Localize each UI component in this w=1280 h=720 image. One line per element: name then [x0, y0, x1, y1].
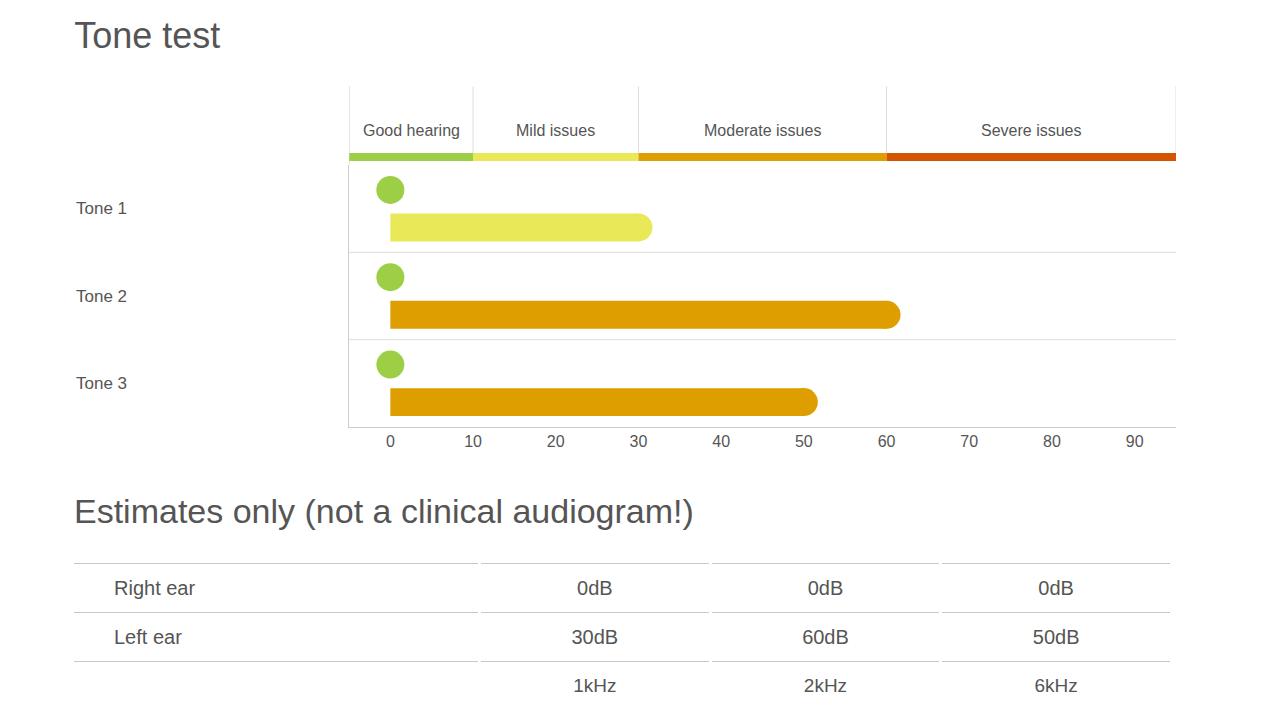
svg-text:60: 60	[878, 433, 896, 450]
html-text:60dB: 60dB	[802, 625, 849, 648]
html-text:Left ear: Left ear	[114, 625, 182, 648]
html-text:Right ear: Right ear	[114, 576, 196, 599]
svg-text:80: 80	[1043, 433, 1061, 450]
svg-text:0: 0	[386, 433, 395, 450]
svg-text:40: 40	[712, 433, 730, 450]
svg-text:50: 50	[795, 433, 813, 450]
svg-text:Tone 1: Tone 1	[76, 199, 127, 218]
html-text:0dB: 0dB	[807, 576, 844, 599]
svg-text:Tone 2: Tone 2	[76, 287, 127, 306]
svg-text:70: 70	[960, 433, 978, 450]
html-text:0dB: 0dB	[1038, 576, 1074, 599]
html-text:50dB: 50dB	[1032, 625, 1080, 648]
svg-text:10: 10	[464, 433, 482, 450]
svg-text:Severe issues: Severe issues	[981, 122, 1082, 139]
svg-text:Mild issues: Mild issues	[516, 122, 595, 139]
svg-text:Moderate issues: Moderate issues	[704, 122, 821, 139]
html-text:Estimates only (not a clinical: Estimates only (not a clinical audiogram…	[74, 492, 694, 530]
svg-text:30: 30	[630, 433, 648, 450]
svg-text:Good hearing: Good hearing	[363, 122, 460, 139]
svg-text:Tone test: Tone test	[74, 15, 220, 56]
html-text:30dB: 30dB	[571, 625, 619, 648]
svg-text:90: 90	[1126, 433, 1144, 450]
svg-text:20: 20	[547, 433, 565, 450]
html-text:1kHz: 1kHz	[573, 675, 617, 696]
html-text:0dB: 0dB	[577, 576, 613, 599]
html-text:6kHz: 6kHz	[1034, 675, 1078, 696]
svg-text:Tone 3: Tone 3	[76, 374, 127, 393]
html-text:2kHz: 2kHz	[803, 675, 848, 696]
